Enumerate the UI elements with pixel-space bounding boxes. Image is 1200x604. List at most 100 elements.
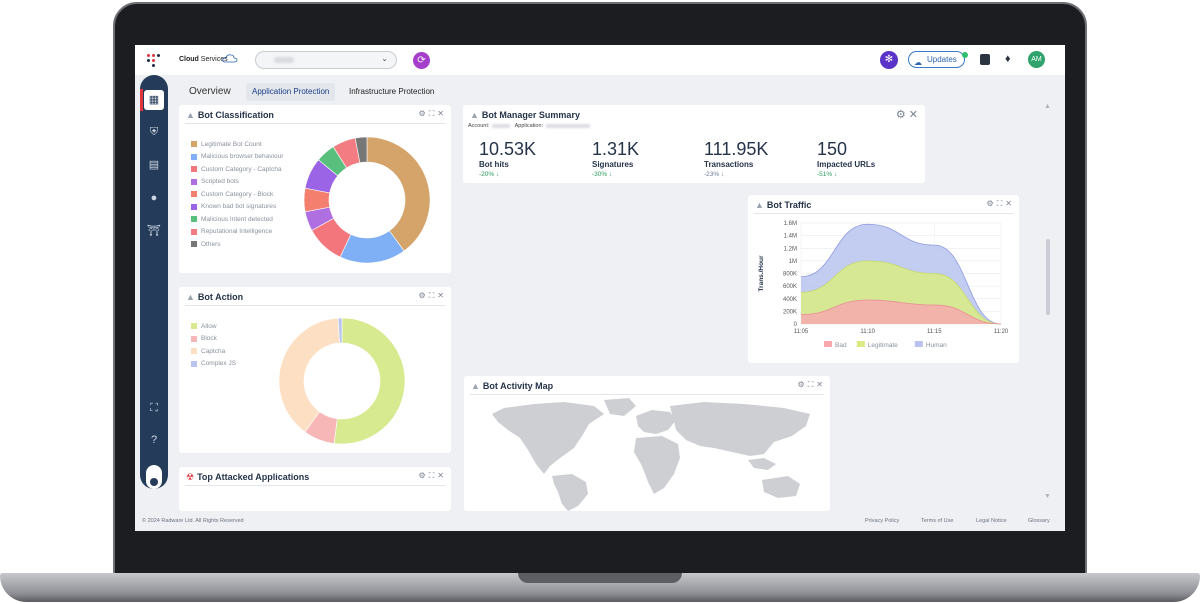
kpi-value: 1.31K xyxy=(592,139,640,159)
bot-manager-summary-card: ▲ Bot Manager Summary ⚙✕ Account: Applica… xyxy=(463,105,925,183)
kpi-signatures: 1.31K Signatures -30% ↓ xyxy=(592,139,639,178)
top-bar: Cloud Services ⌄ ⟳ ✻ ☁ Updates ♦ AM xyxy=(135,45,1065,75)
briefcase-icon: ▤ xyxy=(148,159,160,171)
settings-icon[interactable]: ⚙ xyxy=(418,109,429,118)
assistant-icon[interactable]: ✻ xyxy=(880,51,898,69)
area-series-bad[interactable] xyxy=(801,300,1001,324)
sidebar-item-dashboard[interactable]: ▦ xyxy=(144,90,164,110)
sidebar-item-users[interactable]: ● xyxy=(144,188,164,208)
close-icon[interactable]: ✕ xyxy=(437,471,447,480)
y-tick-label: 1.6M xyxy=(784,221,797,227)
sidebar-item-store[interactable]: ⛶ xyxy=(144,398,164,418)
close-icon[interactable]: ✕ xyxy=(1005,199,1015,208)
app-screen: Cloud Services ⌄ ⟳ ✻ ☁ Updates ♦ AM ▦ ⛨ … xyxy=(135,45,1065,531)
settings-icon[interactable]: ⚙ xyxy=(797,380,808,389)
settings-icon[interactable]: ⚙ xyxy=(895,109,909,121)
expand-icon[interactable]: ⛶ xyxy=(428,109,438,118)
account-select[interactable]: ⌄ xyxy=(255,51,397,69)
notes-icon[interactable] xyxy=(980,54,990,65)
close-icon[interactable]: ✕ xyxy=(816,380,826,389)
x-tick-label: 11:10 xyxy=(860,329,875,335)
settings-icon[interactable]: ⚙ xyxy=(418,291,429,300)
scroll-down-arrow[interactable]: ▼ xyxy=(1044,493,1051,500)
updates-button[interactable]: ☁ Updates xyxy=(908,51,965,68)
divider xyxy=(185,123,445,124)
card-title: ▲ Bot Action xyxy=(186,292,243,302)
donut-slice[interactable] xyxy=(337,317,343,344)
expand-icon[interactable]: ⛶ xyxy=(428,291,438,300)
privacy-policy-link[interactable]: Privacy Policy xyxy=(865,518,900,524)
legend-swatch xyxy=(914,341,923,347)
glossary-link[interactable]: Glossary xyxy=(1028,518,1050,524)
donut-slice[interactable] xyxy=(278,317,340,433)
donut-slice[interactable] xyxy=(366,136,431,252)
avatar[interactable]: AM xyxy=(1028,51,1045,68)
top-attacked-title: Top Attacked Applications xyxy=(197,472,310,482)
scroll-up-arrow[interactable]: ▲ xyxy=(1044,103,1051,110)
tab-overview[interactable]: Overview xyxy=(189,86,231,97)
legend-label[interactable]: Bad xyxy=(835,342,847,349)
legend-item[interactable]: Allow xyxy=(191,320,236,333)
legend-item[interactable]: Reputational Intelligence xyxy=(191,226,283,239)
legend-item[interactable]: Known bad bot signatures xyxy=(191,201,283,214)
y-tick-label: 1M xyxy=(789,259,797,265)
legend-label: Custom Category - Block xyxy=(201,190,274,198)
legal-notice-link[interactable]: Legal Notice xyxy=(976,518,1007,524)
copyright: © 2024 Radware Ltd. All Rights Reserved xyxy=(142,518,244,524)
expand-icon[interactable]: ⛶ xyxy=(428,471,438,480)
attack-icon: ☢ xyxy=(186,472,195,482)
y-tick-label: 200K xyxy=(783,309,797,315)
legend-swatch xyxy=(191,203,197,210)
map-south-america xyxy=(552,474,588,511)
legend-label[interactable]: Legitimate xyxy=(868,342,898,349)
settings-icon[interactable]: ⚙ xyxy=(418,471,429,480)
bell-icon[interactable]: ♦ xyxy=(1005,53,1011,65)
tab-application-protection[interactable]: Application Protection xyxy=(246,83,336,101)
legend-label: Reputational Intelligence xyxy=(201,228,273,236)
theme-toggle[interactable] xyxy=(146,465,162,489)
map-australia xyxy=(762,476,800,498)
bot-traffic-title: Bot Traffic xyxy=(766,200,812,210)
settings-icon[interactable]: ⚙ xyxy=(986,199,997,208)
y-tick-label: 1.4M xyxy=(784,234,797,240)
terms-of-use-link[interactable]: Terms of Use xyxy=(921,518,954,524)
x-tick-label: 11:05 xyxy=(794,329,809,335)
legend-item[interactable]: Malicious Intent detected xyxy=(191,213,283,226)
close-icon[interactable]: ✕ xyxy=(437,109,447,118)
legend-item[interactable]: Legitimate Bot Count xyxy=(191,138,283,151)
close-icon[interactable]: ✕ xyxy=(437,291,447,300)
donut-slice[interactable] xyxy=(333,317,406,445)
legend-item[interactable]: Block xyxy=(191,333,236,346)
divider xyxy=(185,305,445,306)
donut-slice[interactable] xyxy=(354,136,368,164)
tab-infrastructure-protection[interactable]: Infrastructure Protection xyxy=(349,87,435,96)
kpi-impacted-urls: 150 Impacted URLs -51% ↓ xyxy=(817,139,875,178)
legend-item[interactable]: Others xyxy=(191,238,283,251)
legend-item[interactable]: Custom Category - Captcha xyxy=(191,163,283,176)
legend-item[interactable]: Scripted bots xyxy=(191,176,283,189)
legend-label[interactable]: Human xyxy=(926,342,947,349)
sidebar-item-policies[interactable]: ⛩ xyxy=(144,221,164,241)
user-icon: ● xyxy=(150,192,158,204)
close-icon[interactable]: ✕ xyxy=(908,109,921,121)
y-tick-label: 400K xyxy=(783,297,797,303)
widget-icon: ▲ xyxy=(186,110,195,120)
sidebar-item-services[interactable]: ▤ xyxy=(144,155,164,175)
legend-label: Malicious Intent detected xyxy=(201,215,273,223)
laptop-notch xyxy=(518,573,682,583)
sidebar-active-indicator xyxy=(140,89,143,111)
legend-item[interactable]: Captcha xyxy=(191,345,236,358)
sidebar-item-security[interactable]: ⛨ xyxy=(144,122,164,142)
bot-traffic-card: ▲ Bot Traffic ⚙⛶✕ 0 200K 400K 600K 800K 1M 1.2M… xyxy=(748,195,1019,363)
sidebar-item-help[interactable]: ? xyxy=(144,430,164,450)
legend-label: Complex JS xyxy=(201,360,237,368)
scrollbar-thumb[interactable] xyxy=(1046,239,1050,315)
legend-item[interactable]: Custom Category - Block xyxy=(191,188,283,201)
sync-button[interactable]: ⟳ xyxy=(413,52,430,69)
bot-action-legend: Allow Block Captcha Complex JS xyxy=(191,320,236,370)
legend-item[interactable]: Malicious browser behaviour xyxy=(191,151,283,164)
legend-item[interactable]: Complex JS xyxy=(191,358,236,371)
expand-icon[interactable]: ⛶ xyxy=(807,380,817,389)
map-greenland xyxy=(604,398,636,416)
expand-icon[interactable]: ⛶ xyxy=(996,199,1006,208)
